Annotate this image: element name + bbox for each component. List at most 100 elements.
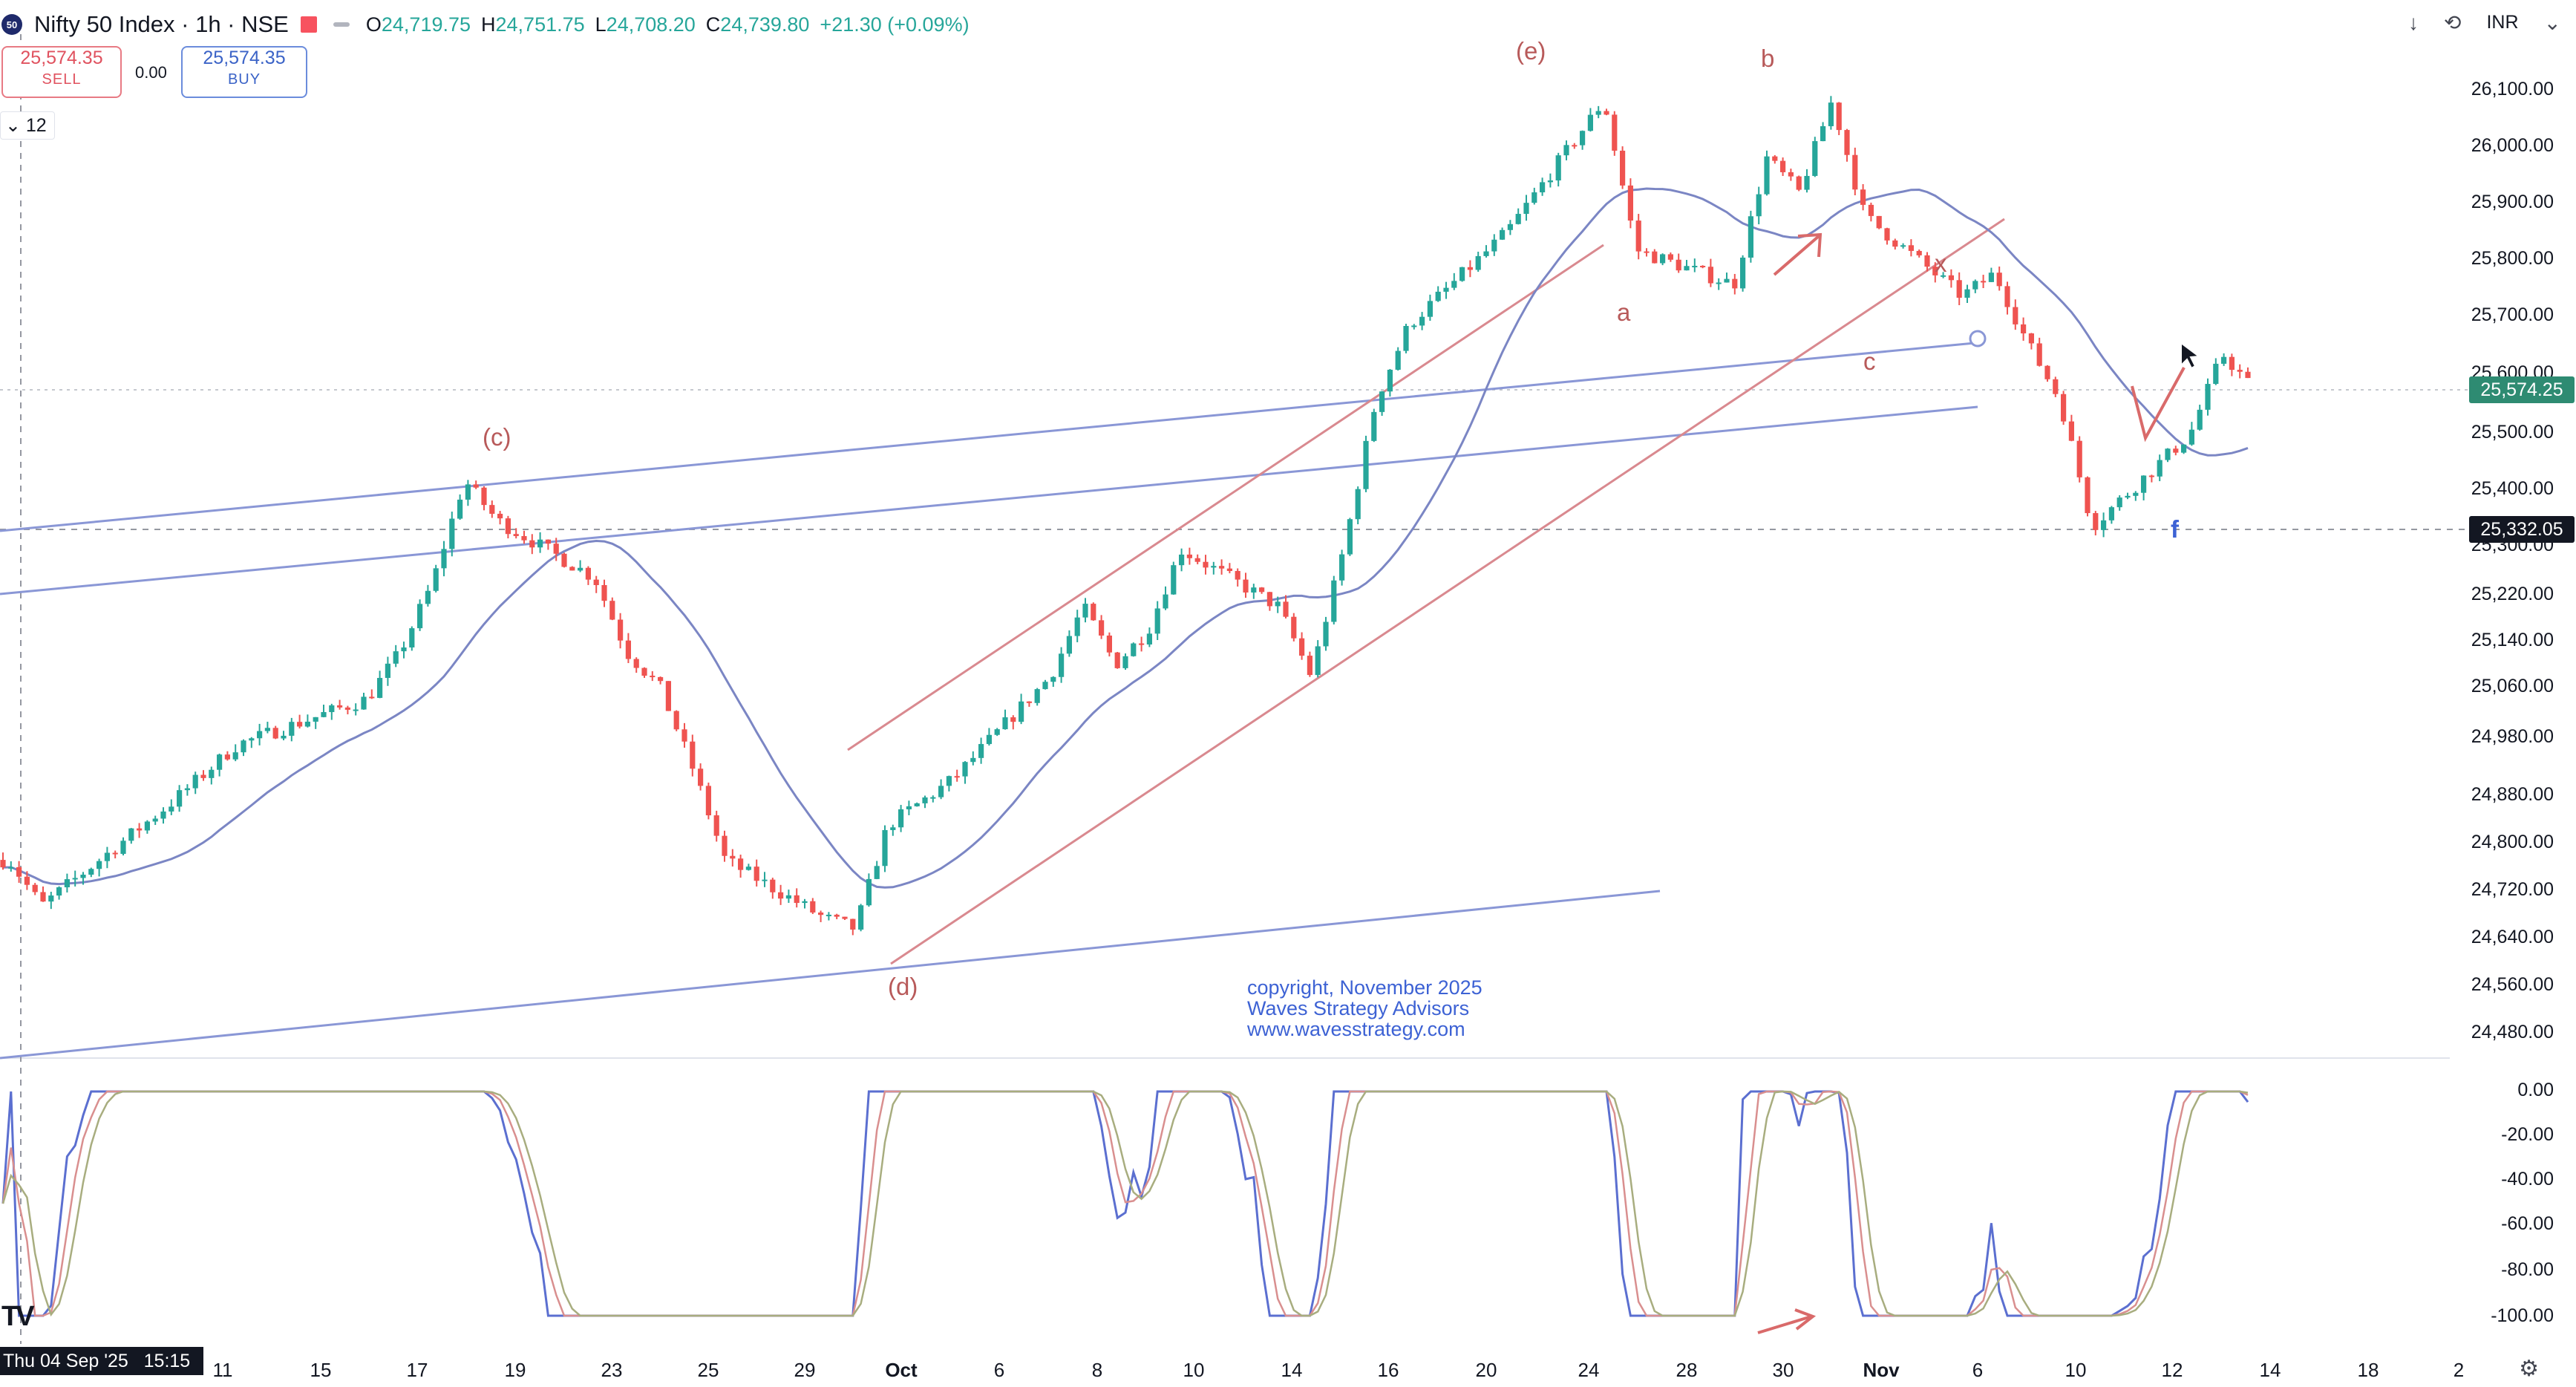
candle-body	[1355, 489, 1361, 520]
x-tick: 23	[601, 1359, 623, 1381]
blue-channel-middle[interactable]	[0, 405, 1978, 595]
candle-body	[1171, 565, 1177, 595]
candle-body	[1146, 633, 1152, 644]
y-tick: 25,900.00	[2471, 192, 2554, 212]
wave-label-e-paren: (e)	[1516, 37, 1546, 65]
candle-body	[1475, 255, 1481, 270]
candle-body	[1707, 267, 1713, 284]
candle-body	[409, 628, 415, 647]
x-tick: 11	[212, 1359, 233, 1381]
copyright-company: Waves Strategy Advisors	[1247, 997, 1470, 1019]
candle-body	[192, 774, 198, 789]
candle-body	[1203, 561, 1209, 568]
candle-body	[24, 876, 30, 885]
candle-body	[1644, 251, 1650, 253]
y-tick: 25,400.00	[2471, 478, 2554, 499]
candle-body	[120, 841, 126, 854]
hide-icon[interactable]	[333, 22, 350, 27]
x-tick: 8	[1091, 1359, 1103, 1381]
arrow-osc-annotation	[1757, 1315, 1812, 1334]
candle-body	[1259, 587, 1265, 593]
candle-body	[2093, 513, 2099, 530]
wave-label-c-paren: (c)	[483, 423, 511, 451]
flag-icon[interactable]	[300, 16, 317, 33]
candle-body	[1684, 266, 1690, 271]
crosshair-date-chip: Thu 04 Sep '25 15:15	[0, 1347, 204, 1375]
candle-body	[1010, 717, 1016, 722]
candle-body	[858, 905, 864, 930]
x-tick: 17	[406, 1359, 428, 1381]
stochastic-oscillator	[1, 1090, 2249, 1317]
candle-body	[2197, 409, 2203, 430]
candle-body	[80, 874, 86, 878]
osc-tick: 0.00	[2517, 1080, 2554, 1100]
candle-body	[818, 912, 824, 916]
tradingview-logo-icon[interactable]: TV	[1, 1301, 35, 1332]
candle-body	[1732, 278, 1738, 289]
candle-body	[2188, 429, 2194, 445]
y-tick: 24,880.00	[2471, 784, 2554, 805]
currency-selector[interactable]: INR	[2486, 12, 2519, 33]
blue-channel-upper[interactable]	[0, 342, 1975, 532]
x-tick: 14	[2259, 1359, 2281, 1381]
buy-button[interactable]: 25,574.35 BUY	[181, 46, 307, 98]
red-channel-upper[interactable]	[847, 244, 1604, 751]
candle-body	[1948, 275, 1954, 281]
candle-body	[2213, 363, 2219, 385]
candle-body	[529, 540, 535, 548]
candle-body	[1500, 229, 1506, 240]
x-tick: 25	[697, 1359, 719, 1381]
candle-body	[705, 786, 711, 816]
candle-body	[2013, 307, 2018, 324]
candle-body	[1868, 204, 1874, 216]
red-channel-lower[interactable]	[890, 218, 2005, 965]
candle-body	[8, 867, 14, 869]
candle-body	[1916, 250, 1922, 255]
candle-body	[1411, 325, 1417, 327]
candle-body	[1780, 160, 1786, 172]
down-arrow-icon[interactable]: ↓	[2408, 10, 2419, 34]
sell-label: SELL	[42, 71, 82, 88]
candle-body	[1627, 185, 1633, 221]
candle-body	[1122, 656, 1128, 668]
candle-body	[1154, 608, 1160, 634]
x-tick-month: Nov	[1863, 1359, 1900, 1381]
channel-anchor-handle[interactable]	[1969, 330, 1987, 347]
candle-body	[2085, 477, 2090, 514]
ohlc-open-label: O	[365, 13, 382, 36]
chevron-down-icon[interactable]: ⌄	[2543, 11, 2561, 34]
blue-channel-lower[interactable]	[0, 890, 1661, 1060]
candle-body	[1050, 676, 1056, 682]
candle-body	[1219, 566, 1225, 569]
spread-value: 0.00	[135, 63, 167, 82]
wave-label-f: f	[2171, 515, 2179, 543]
candle-body	[578, 567, 583, 571]
candle-body	[64, 879, 70, 887]
x-tick: 12	[2161, 1359, 2183, 1381]
candle-body	[2044, 365, 2050, 379]
candle-body	[1299, 638, 1305, 656]
candle-body	[1331, 580, 1337, 622]
x-tick: 10	[2065, 1359, 2087, 1381]
candle-body	[1876, 215, 1882, 229]
symbol-title[interactable]: Nifty 50 Index · 1h · NSE	[34, 11, 289, 37]
candle-body	[1371, 411, 1377, 441]
y-tick: 25,800.00	[2471, 248, 2554, 269]
gear-icon[interactable]: ⚙	[2519, 1357, 2539, 1381]
candle-body	[1820, 125, 1826, 142]
candle-body	[673, 711, 679, 730]
indicators-toggle[interactable]: ⌄ 12	[0, 111, 55, 140]
wave-label-a: a	[1617, 298, 1631, 326]
candle-body	[200, 774, 206, 778]
arrow-up-annotation-head	[1797, 232, 1823, 258]
candle-body	[1427, 301, 1433, 317]
compare-icon[interactable]: ⟲	[2444, 11, 2462, 34]
sell-button[interactable]: 25,574.35 SELL	[1, 46, 122, 98]
candle-body	[2101, 520, 2107, 530]
wave-label-b: b	[1761, 45, 1775, 72]
candle-body	[1467, 267, 1473, 270]
candle-body	[1226, 568, 1232, 572]
candle-body	[137, 828, 143, 831]
candle-body	[1587, 114, 1593, 131]
